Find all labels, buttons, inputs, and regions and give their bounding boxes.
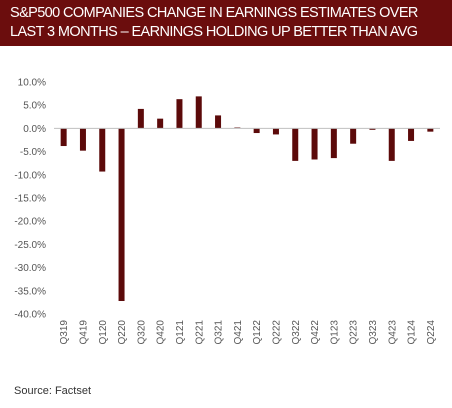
bar-q222 [272,128,279,135]
x-tick-label: Q123 [329,320,340,345]
y-tick-label: 0.0% [23,124,46,135]
y-tick-label: -25.0% [14,240,46,251]
x-tick-label: Q224 [426,320,437,345]
x-tick-label: Q220 [117,320,128,345]
bar-q124 [408,128,415,141]
y-tick-label: -30.0% [14,263,46,274]
bar-q423 [388,128,395,161]
bar-series [60,96,434,302]
y-tick-label: 10.0% [18,78,46,89]
y-tick-label: -20.0% [14,217,46,228]
x-tick-label: Q320 [136,320,147,345]
x-tick-label: Q121 [175,320,186,345]
bar-q419 [79,128,86,151]
y-tick-label: -40.0% [14,310,46,321]
x-tick-label: Q120 [98,320,109,345]
x-tick-label: Q323 [368,320,379,345]
x-axis: Q319 Q419 Q120 Q220 Q320 Q420 Q121 Q221 Q321 Q421… [59,320,437,345]
x-tick-label: Q421 [233,320,244,345]
bar-q223 [350,128,357,144]
title-banner: S&P500 COMPANIES CHANGE IN EARNINGS ESTI… [0,0,452,46]
bar-q221 [195,96,202,129]
bar-q320 [137,108,144,129]
bar-q123 [330,128,337,159]
x-tick-label: Q223 [349,320,360,345]
bar-q224 [427,128,434,132]
bar-chart: 10.0% 5.0% 0.0% -5.0% -10.0% -15.0% -20.0% -25.… [14,78,440,345]
bar-q319 [60,128,67,147]
y-tick-label: -35.0% [14,286,46,297]
x-tick-label: Q322 [291,320,302,345]
bar-q422 [311,128,318,160]
y-axis: 10.0% 5.0% 0.0% -5.0% -10.0% -15.0% -20.0% -25.… [14,78,46,321]
x-tick-label: Q124 [407,320,418,345]
x-tick-label: Q423 [387,320,398,345]
x-tick-label: Q319 [59,320,70,345]
x-tick-label: Q321 [214,320,225,345]
x-tick-label: Q420 [156,320,167,345]
x-tick-label: Q122 [252,320,263,345]
bar-q323 [369,128,376,130]
bar-q322 [292,128,299,161]
bar-q420 [157,118,164,129]
chart-title-line-2: LAST 3 MONTHS – EARNINGS HOLDING UP BETT… [10,24,418,40]
y-tick-label: -15.0% [14,194,46,205]
bar-q122 [253,128,260,134]
bar-q120 [99,128,106,172]
bar-q321 [215,115,222,129]
y-tick-label: -5.0% [20,147,46,158]
x-tick-label: Q422 [310,320,321,345]
bar-q121 [176,99,183,129]
y-tick-label: -10.0% [14,170,46,181]
source-note: Source: Factset [14,385,92,397]
chart-title-line-1: S&P500 COMPANIES CHANGE IN EARNINGS ESTI… [10,5,418,21]
y-tick-label: 5.0% [23,101,46,112]
x-tick-label: Q222 [271,320,282,345]
x-tick-label: Q419 [78,320,89,345]
bar-q220 [118,128,125,302]
x-tick-label: Q221 [194,320,205,345]
